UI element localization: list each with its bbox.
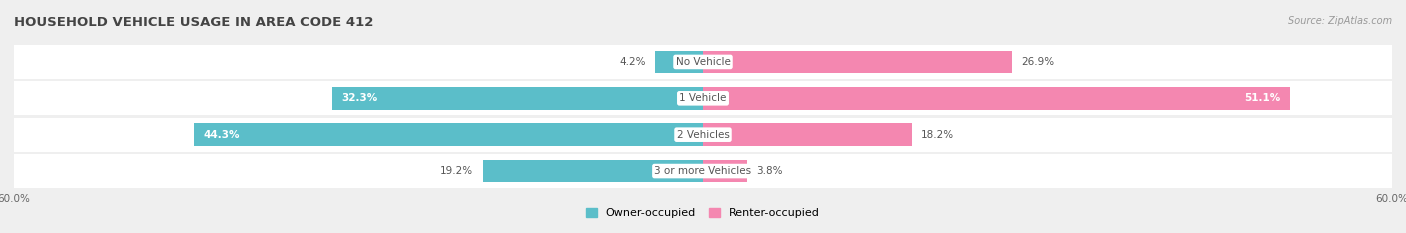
Bar xyxy=(194,123,703,146)
Text: 26.9%: 26.9% xyxy=(1021,57,1054,67)
Text: 44.3%: 44.3% xyxy=(204,130,240,140)
Bar xyxy=(482,160,703,182)
Text: HOUSEHOLD VEHICLE USAGE IN AREA CODE 412: HOUSEHOLD VEHICLE USAGE IN AREA CODE 412 xyxy=(14,16,374,29)
Bar xyxy=(655,51,703,73)
Bar xyxy=(14,118,1392,152)
Bar xyxy=(703,123,912,146)
Text: Source: ZipAtlas.com: Source: ZipAtlas.com xyxy=(1288,16,1392,26)
Text: 18.2%: 18.2% xyxy=(921,130,955,140)
Text: 32.3%: 32.3% xyxy=(342,93,378,103)
Bar xyxy=(703,87,1289,110)
Text: 19.2%: 19.2% xyxy=(440,166,474,176)
Text: 2 Vehicles: 2 Vehicles xyxy=(676,130,730,140)
Text: 3 or more Vehicles: 3 or more Vehicles xyxy=(654,166,752,176)
Text: 3.8%: 3.8% xyxy=(756,166,782,176)
Text: No Vehicle: No Vehicle xyxy=(675,57,731,67)
Bar xyxy=(14,81,1392,115)
Legend: Owner-occupied, Renter-occupied: Owner-occupied, Renter-occupied xyxy=(581,203,825,223)
Bar xyxy=(703,51,1012,73)
Text: 51.1%: 51.1% xyxy=(1244,93,1281,103)
Bar xyxy=(332,87,703,110)
Bar xyxy=(14,154,1392,188)
Text: 1 Vehicle: 1 Vehicle xyxy=(679,93,727,103)
Bar xyxy=(14,45,1392,79)
Bar xyxy=(703,160,747,182)
Text: 4.2%: 4.2% xyxy=(619,57,645,67)
